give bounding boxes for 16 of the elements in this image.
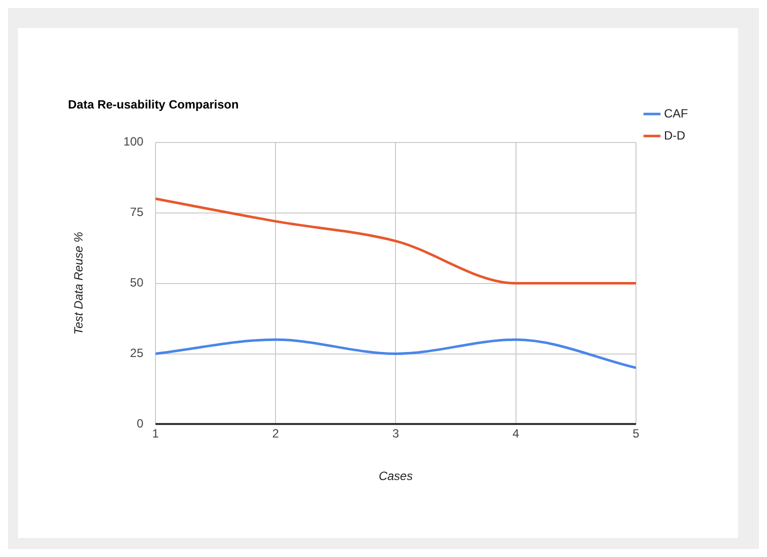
chart-title: Data Re-usability Comparison bbox=[68, 98, 239, 112]
y-tick-label: 100 bbox=[123, 134, 144, 149]
y-tick-label: 0 bbox=[136, 416, 144, 431]
x-tick-label: 1 bbox=[152, 426, 160, 441]
x-tick-label: 4 bbox=[512, 426, 520, 441]
x-tick-label: 2 bbox=[272, 426, 280, 441]
x-axis-title: Cases bbox=[378, 469, 413, 484]
legend-label: CAF bbox=[664, 106, 688, 120]
y-tick-label: 50 bbox=[130, 276, 144, 290]
y-tick-label: 75 bbox=[130, 205, 144, 220]
legend-label: D-D bbox=[664, 128, 686, 142]
y-tick-label: 25 bbox=[130, 346, 144, 360]
x-tick-label: 3 bbox=[392, 426, 400, 441]
x-tick-label: 5 bbox=[632, 426, 640, 441]
y-axis-title: Test Data Reuse % bbox=[72, 232, 86, 335]
line-series bbox=[155, 198, 636, 285]
